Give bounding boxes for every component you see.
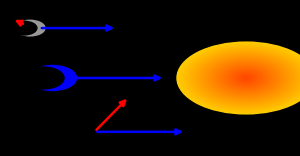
Circle shape [22,67,64,89]
Circle shape [208,58,284,98]
Circle shape [203,56,289,100]
Circle shape [187,47,300,109]
Circle shape [210,59,282,97]
Circle shape [227,68,265,88]
Circle shape [196,52,296,104]
Circle shape [186,47,300,109]
Circle shape [177,42,300,114]
Circle shape [242,76,249,80]
Circle shape [198,53,294,103]
Circle shape [217,63,275,93]
Circle shape [11,21,37,35]
Circle shape [222,66,270,90]
Circle shape [215,62,277,94]
Circle shape [229,69,263,87]
Circle shape [181,44,300,112]
Circle shape [200,54,292,102]
Circle shape [212,60,280,96]
Circle shape [179,43,300,113]
Circle shape [239,74,253,82]
Circle shape [234,72,258,84]
Circle shape [189,48,300,108]
Circle shape [206,57,286,99]
Circle shape [201,55,291,101]
Circle shape [220,65,272,91]
Circle shape [194,51,298,105]
Circle shape [184,46,300,110]
Circle shape [28,66,76,90]
Circle shape [232,71,260,85]
Circle shape [218,64,274,92]
Circle shape [182,45,300,111]
Circle shape [224,66,268,90]
Circle shape [193,50,299,106]
Circle shape [230,70,262,86]
Circle shape [236,73,256,83]
Circle shape [205,56,287,100]
Circle shape [244,77,248,79]
Circle shape [15,20,45,36]
Circle shape [213,61,279,95]
Circle shape [241,75,251,81]
Circle shape [191,49,300,107]
Circle shape [237,73,255,83]
Circle shape [225,67,267,89]
